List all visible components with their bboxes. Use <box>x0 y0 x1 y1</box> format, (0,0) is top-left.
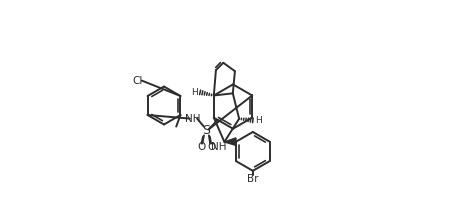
Text: NH: NH <box>185 114 201 124</box>
Text: O: O <box>197 142 206 152</box>
Text: O: O <box>208 142 216 152</box>
Polygon shape <box>224 138 236 145</box>
Text: S: S <box>202 124 211 137</box>
Text: H: H <box>255 116 262 125</box>
Text: NH: NH <box>212 142 227 151</box>
Text: Cl: Cl <box>132 76 143 86</box>
Text: Br: Br <box>247 174 259 184</box>
Text: H: H <box>191 88 198 97</box>
